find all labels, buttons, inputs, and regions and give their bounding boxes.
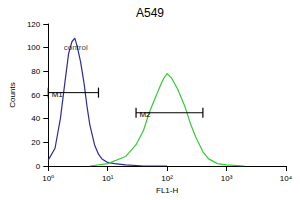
svg-text:40: 40	[31, 114, 40, 123]
svg-text:FL1-H: FL1-H	[156, 186, 178, 195]
svg-text:0: 0	[36, 162, 41, 171]
svg-text:10²: 10²	[161, 174, 173, 183]
svg-text:control: control	[64, 43, 88, 52]
svg-text:80: 80	[31, 67, 40, 76]
svg-text:120: 120	[27, 20, 41, 29]
svg-text:60: 60	[31, 91, 40, 100]
svg-text:100: 100	[27, 43, 41, 52]
svg-text:10⁰: 10⁰	[42, 174, 54, 183]
svg-text:20: 20	[31, 138, 40, 147]
svg-text:10⁴: 10⁴	[280, 174, 293, 183]
svg-text:10³: 10³	[221, 174, 233, 183]
svg-text:M1: M1	[52, 90, 64, 99]
svg-text:10¹: 10¹	[102, 174, 114, 183]
svg-text:Counts: Counts	[8, 82, 17, 107]
svg-text:A549: A549	[136, 6, 164, 20]
svg-text:M2: M2	[139, 110, 151, 119]
